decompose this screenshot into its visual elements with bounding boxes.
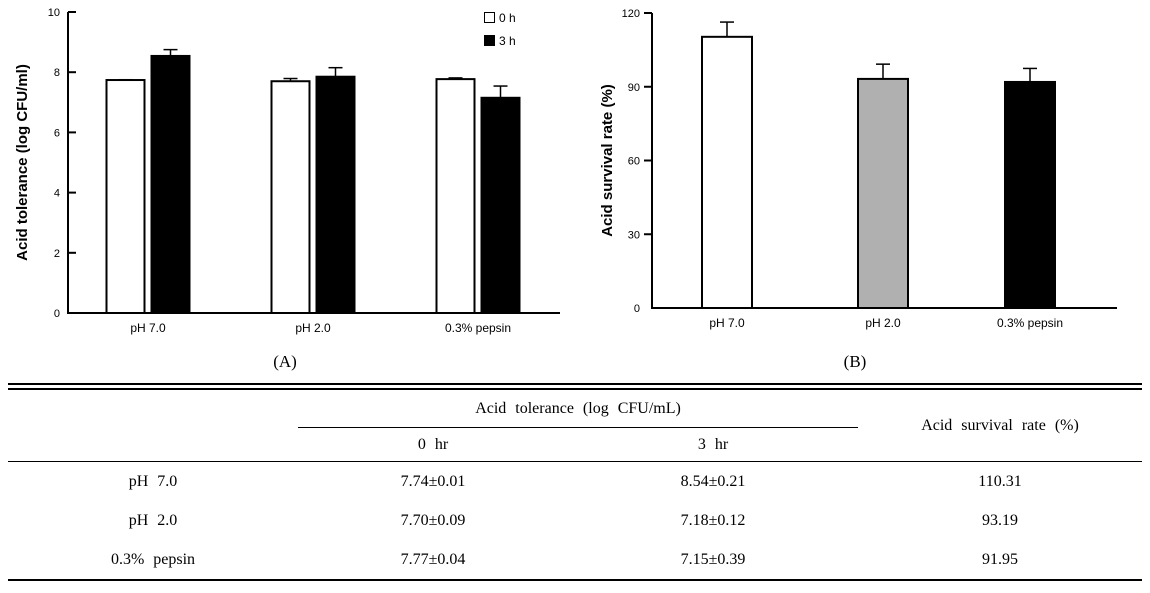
bar-3 h-0.3% pepsin: [480, 96, 521, 314]
x-category-label: pH 2.0: [295, 321, 331, 335]
y-tick-label: 0: [634, 303, 640, 315]
bar-3 h-pH 2.0: [315, 75, 356, 314]
legend-item-0h: 0 h: [484, 6, 516, 29]
y-tick-label: 2: [54, 248, 60, 260]
tolerance-3hr-cell: 8.54±0.21: [680, 472, 746, 490]
tolerance-0hr-cell: 7.70±0.09: [400, 511, 466, 529]
panel-a-caption: (A): [273, 352, 297, 371]
row-label-cell: pH 7.0: [128, 472, 178, 490]
bar-Acid survival rate-pH 7.0: [701, 35, 753, 309]
y-tick-label: 8: [54, 67, 60, 79]
row-label-cell: 0.3% pepsin: [8, 540, 298, 581]
table-header-row-1: Acid tolerance (log CFU/mL) Acid surviva…: [8, 390, 1142, 462]
x-category-label: pH 2.0: [865, 316, 901, 330]
chart-a-legend: 0 h 3 h: [484, 6, 516, 52]
bar-Acid survival rate-0.3% pepsin: [1004, 80, 1056, 309]
y-tick-label: 30: [628, 229, 640, 241]
survival-cell: 110.31: [978, 472, 1022, 490]
bar-0 h-pH 7.0: [105, 79, 146, 314]
x-category-label: 0.3% pepsin: [997, 316, 1063, 330]
tolerance-0hr-cell: 7.74±0.01: [400, 472, 466, 490]
acid-tolerance-group-header: Acid tolerance (log CFU/mL): [298, 390, 858, 428]
results-table-wrap: Acid tolerance (log CFU/mL) Acid surviva…: [8, 383, 1142, 581]
tolerance-3hr-cell: 7.15±0.39: [568, 540, 858, 581]
x-category-label: 0.3% pepsin: [445, 321, 511, 335]
legend-item-3h: 3 h: [484, 29, 516, 52]
empty-header-cell: [8, 427, 298, 462]
bar-Acid survival rate-pH 2.0: [857, 77, 909, 309]
survival-cell: 93.19: [982, 511, 1018, 529]
acid-survival-chart: 0 30 60 90 120 pH 7.0 pH 2.0 0.3% pepsin Acid su…: [600, 8, 1117, 330]
empty-header-cell: [8, 390, 298, 428]
x-category-label: pH 7.0: [709, 316, 745, 330]
table-row: pH 7.0 7.74±0.01 8.54±0.21 110.31: [8, 462, 1142, 502]
row-label-cell: pH 2.0: [128, 511, 178, 529]
table-row: pH 2.0 7.70±0.09 7.18±0.12 93.19: [8, 501, 1142, 540]
bar-0 h-0.3% pepsin: [435, 78, 476, 314]
y-tick-label: 90: [628, 82, 640, 94]
legend-label-0h: 0 h: [499, 10, 516, 25]
bar-0 h-pH 2.0: [270, 80, 311, 315]
y-tick-label: 120: [622, 8, 640, 20]
x-category-label: pH 7.0: [130, 321, 166, 335]
tolerance-3hr-cell: 7.18±0.12: [680, 511, 746, 529]
acid-tolerance-chart: 0 2 4 6 8 10 pH 7.0 pH 2.0 0.3% pepsin Acid toler…: [14, 7, 560, 335]
subheader-3hr: 3 hr: [568, 427, 858, 462]
y-tick-label: 10: [48, 7, 60, 19]
bar-3 h-pH 7.0: [150, 54, 191, 314]
survival-rate-header: Acid survival rate (%): [858, 390, 1142, 462]
table-top-rule: [8, 383, 1142, 390]
panel-b-caption: (B): [843, 352, 867, 371]
y-tick-label: 6: [54, 127, 60, 139]
y-tick-label: 4: [54, 188, 60, 200]
legend-label-3h: 3 h: [499, 33, 516, 48]
y-axis-title: Acid survival rate (%): [600, 84, 616, 237]
table-row: 0.3% pepsin 7.77±0.04 7.15±0.39 91.95: [8, 540, 1142, 581]
subheader-0hr: 0 hr: [298, 427, 568, 462]
legend-swatch-3h: [484, 35, 495, 46]
legend-swatch-0h: [484, 12, 495, 23]
tolerance-0hr-cell: 7.77±0.04: [298, 540, 568, 581]
table-header-row-2: 0 hr 3 hr: [8, 427, 1142, 462]
y-axis-title: Acid tolerance (log CFU/ml): [14, 64, 31, 261]
y-tick-label: 0: [54, 308, 60, 320]
survival-cell: 91.95: [858, 540, 1142, 581]
results-table: Acid tolerance (log CFU/mL) Acid surviva…: [8, 390, 1142, 581]
y-tick-label: 60: [628, 156, 640, 168]
